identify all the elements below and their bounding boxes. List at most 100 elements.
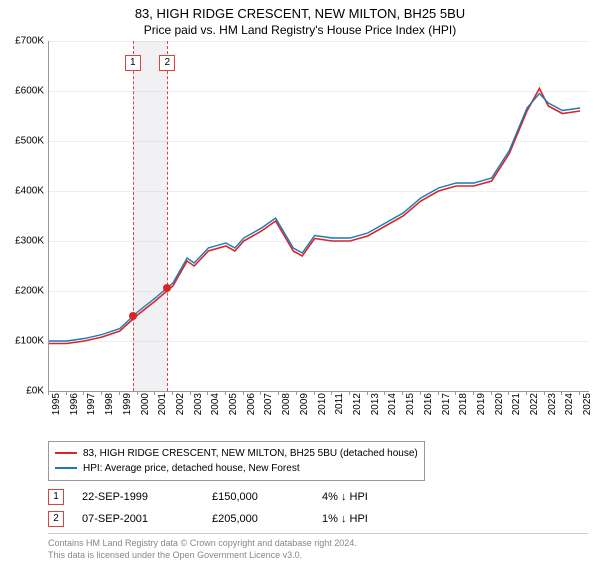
xtick-label: 2006 (246, 393, 257, 415)
xtick-label: 2000 (140, 393, 151, 415)
sale-row-pct: 1% ↓ HPI (322, 513, 442, 525)
series-property (49, 88, 580, 343)
xtick-label: 2001 (157, 393, 168, 415)
sale-row: 2 07-SEP-2001£205,0001% ↓ HPI (48, 511, 588, 527)
xtick-mark (101, 391, 102, 395)
xtick-label: 2002 (175, 393, 186, 415)
sale-row-price: £205,000 (212, 513, 322, 525)
legend-label: 83, HIGH RIDGE CRESCENT, NEW MILTON, BH2… (83, 446, 418, 461)
footer: Contains HM Land Registry data © Crown c… (48, 533, 588, 561)
legend-swatch (55, 452, 77, 454)
xtick-label: 2009 (299, 393, 310, 415)
sale-number-box: 1 (125, 55, 141, 71)
legend-and-footer: 83, HIGH RIDGE CRESCENT, NEW MILTON, BH2… (48, 441, 588, 561)
xtick-label: 2013 (370, 393, 381, 415)
ytick-label: £0K (26, 385, 44, 396)
sale-row-pct: 4% ↓ HPI (322, 491, 442, 503)
chart-title: 83, HIGH RIDGE CRESCENT, NEW MILTON, BH2… (0, 0, 600, 23)
xtick-label: 2021 (511, 393, 522, 415)
legend-box: 83, HIGH RIDGE CRESCENT, NEW MILTON, BH2… (48, 441, 425, 481)
xtick-label: 2008 (281, 393, 292, 415)
xtick-mark (225, 391, 226, 395)
xtick-label: 2024 (564, 393, 575, 415)
sale-row-date: 07-SEP-2001 (82, 513, 212, 525)
xtick-label: 1995 (51, 393, 62, 415)
ytick-label: £200K (15, 285, 44, 296)
xtick-mark (207, 391, 208, 395)
legend-swatch (55, 467, 77, 469)
sale-row: 1 22-SEP-1999£150,0004% ↓ HPI (48, 489, 588, 505)
xtick-label: 2023 (547, 393, 558, 415)
sale-number-box: 2 (159, 55, 175, 71)
xtick-mark (154, 391, 155, 395)
xtick-label: 2019 (476, 393, 487, 415)
xtick-mark (508, 391, 509, 395)
xtick-mark (314, 391, 315, 395)
legend-row: HPI: Average price, detached house, New … (55, 461, 418, 476)
xtick-mark (83, 391, 84, 395)
ytick-label: £300K (15, 235, 44, 246)
xtick-mark (384, 391, 385, 395)
xtick-label: 2022 (529, 393, 540, 415)
footer-line-1: Contains HM Land Registry data © Crown c… (48, 538, 588, 550)
xtick-mark (420, 391, 421, 395)
xtick-label: 2005 (228, 393, 239, 415)
xtick-label: 2025 (582, 393, 593, 415)
xtick-mark (137, 391, 138, 395)
xtick-mark (544, 391, 545, 395)
xtick-mark (402, 391, 403, 395)
xtick-label: 2003 (193, 393, 204, 415)
plot-region: 12 (48, 41, 589, 392)
sale-marker (129, 312, 137, 320)
xtick-label: 2018 (458, 393, 469, 415)
legend-label: HPI: Average price, detached house, New … (83, 461, 300, 476)
xtick-label: 2007 (263, 393, 274, 415)
xtick-mark (331, 391, 332, 395)
xtick-label: 2011 (334, 393, 345, 415)
sale-row-num: 2 (48, 511, 64, 527)
xtick-mark (260, 391, 261, 395)
xtick-label: 1996 (69, 393, 80, 415)
xtick-mark (455, 391, 456, 395)
xtick-mark (579, 391, 580, 395)
xtick-label: 2010 (317, 393, 328, 415)
ytick-label: £500K (15, 135, 44, 146)
ytick-label: £700K (15, 35, 44, 46)
chart-subtitle: Price paid vs. HM Land Registry's House … (0, 23, 600, 41)
ytick-label: £100K (15, 335, 44, 346)
xtick-label: 2004 (210, 393, 221, 415)
ytick-label: £600K (15, 85, 44, 96)
sale-row-date: 22-SEP-1999 (82, 491, 212, 503)
xtick-mark (278, 391, 279, 395)
xtick-mark (243, 391, 244, 395)
xtick-mark (367, 391, 368, 395)
xtick-mark (172, 391, 173, 395)
xtick-label: 2020 (494, 393, 505, 415)
xtick-mark (48, 391, 49, 395)
xtick-mark (491, 391, 492, 395)
xtick-mark (526, 391, 527, 395)
xtick-mark (473, 391, 474, 395)
xtick-label: 2014 (387, 393, 398, 415)
xtick-mark (66, 391, 67, 395)
xtick-label: 1997 (86, 393, 97, 415)
xtick-label: 2016 (423, 393, 434, 415)
sale-row-num: 1 (48, 489, 64, 505)
xtick-mark (349, 391, 350, 395)
xtick-label: 2015 (405, 393, 416, 415)
xtick-mark (190, 391, 191, 395)
ytick-label: £400K (15, 185, 44, 196)
sale-row-price: £150,000 (212, 491, 322, 503)
footer-line-2: This data is licensed under the Open Gov… (48, 550, 588, 561)
xtick-mark (438, 391, 439, 395)
xtick-label: 1999 (122, 393, 133, 415)
sale-rows: 1 22-SEP-1999£150,0004% ↓ HPI 2 07-SEP-2001… (48, 489, 588, 527)
chart-area: 12 £0K£100K£200K£300K£400K£500K£600K£700… (48, 41, 588, 411)
xtick-label: 2012 (352, 393, 363, 415)
sale-marker (163, 284, 171, 292)
series-hpi (49, 93, 580, 341)
xtick-mark (119, 391, 120, 395)
legend-row: 83, HIGH RIDGE CRESCENT, NEW MILTON, BH2… (55, 446, 418, 461)
xtick-mark (561, 391, 562, 395)
xtick-label: 1998 (104, 393, 115, 415)
